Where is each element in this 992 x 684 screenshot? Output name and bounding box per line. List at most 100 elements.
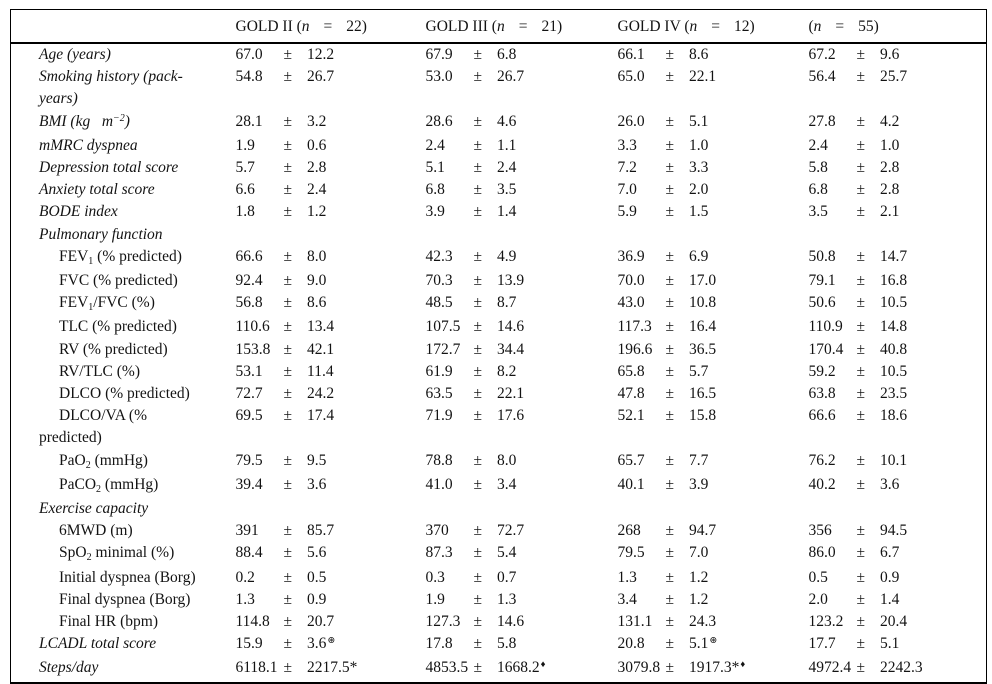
plus-minus-symbol: ± xyxy=(665,136,675,154)
value-cell: 3.3 ±1.0 xyxy=(618,135,809,157)
label-subscript: 2 xyxy=(96,483,102,495)
value-cell: 5.8 ±2.8 xyxy=(809,157,987,179)
value-cell: 1.9 ±1.3 xyxy=(426,589,618,611)
value-cell: 36.9 ±6.9 xyxy=(618,246,809,270)
sd-value: 16.4 xyxy=(689,318,717,336)
mean-value: 391 xyxy=(235,522,259,540)
plus-minus-symbol: ± xyxy=(856,568,866,586)
value-cell: 20.8 ±5.1⊛ xyxy=(618,633,809,657)
value-cell: 54.8 ±26.7 xyxy=(236,66,426,110)
plus-minus-symbol: ± xyxy=(473,544,483,562)
value-cell: 63.8 ±23.5 xyxy=(809,383,987,405)
plus-minus-symbol: ± xyxy=(665,318,675,336)
plus-minus-symbol: ± xyxy=(283,247,293,265)
sd-value: 16.8 xyxy=(880,272,908,290)
plus-minus-symbol: ± xyxy=(665,203,675,221)
mean-value: 6.8 xyxy=(808,181,828,199)
value-cell: 41.0 ±3.4 xyxy=(426,474,618,498)
row-label: Smoking history (pack-years) xyxy=(11,66,236,110)
plus-minus-symbol: ± xyxy=(473,68,483,86)
value-cell xyxy=(809,498,987,520)
label-text: (% predicted) xyxy=(93,247,182,265)
label-text: 6MWD (m) xyxy=(59,522,133,540)
sd-value: 10.8 xyxy=(689,294,717,312)
value-cell: 53.1 ±11.4 xyxy=(236,361,426,383)
mean-value: 0.2 xyxy=(235,568,255,586)
value-cell: 61.9 ±8.2 xyxy=(426,361,618,383)
mean-value: 67.9 xyxy=(425,46,453,63)
sd-value: 23.5 xyxy=(880,385,908,403)
mean-value: 92.4 xyxy=(235,272,263,290)
label-text: Exercise capacity xyxy=(39,500,149,518)
header-n-symbol: n xyxy=(689,18,698,35)
label-text: TLC (% predicted) xyxy=(59,318,177,336)
mean-value: 70.0 xyxy=(617,272,645,290)
sd-value: 0.9 xyxy=(307,590,327,608)
sd-value: 22.1 xyxy=(497,385,525,403)
sd-value: 42.1 xyxy=(307,340,335,358)
row-label: DLCO/VA (% predicted) xyxy=(11,405,236,449)
value-cell: 59.2 ±10.5 xyxy=(809,361,987,383)
mean-value: 88.4 xyxy=(235,544,263,562)
mean-value: 3.4 xyxy=(617,590,637,608)
mean-value: 2.0 xyxy=(808,590,828,608)
plus-minus-symbol: ± xyxy=(473,136,483,154)
plus-minus-symbol: ± xyxy=(283,112,293,130)
value-cell: 47.8 ±16.5 xyxy=(618,383,809,405)
plus-minus-symbol: ± xyxy=(283,136,293,154)
sd-value: 20.7 xyxy=(307,613,335,631)
mean-value: 5.1 xyxy=(425,159,445,177)
label-text: FEV xyxy=(59,247,89,265)
plus-minus-symbol: ± xyxy=(665,385,675,403)
row-label: Final HR (bpm) xyxy=(11,611,236,633)
header-row: GOLD II (n = 22) GOLD III (n = 21) GOLD IV (… xyxy=(10,9,987,44)
value-cell: 3.9 ±1.4 xyxy=(426,201,618,223)
value-cell: 56.8 ±8.6 xyxy=(236,292,426,316)
significance-mark: ⊛ xyxy=(327,636,336,647)
significance-mark: ⊛ xyxy=(709,636,718,647)
sd-value: 6.8 xyxy=(497,46,517,63)
mean-value: 0.3 xyxy=(425,568,445,586)
value-cell: 71.9 ±17.6 xyxy=(426,405,618,449)
value-cell: 1.9 ±0.6 xyxy=(236,135,426,157)
label-text: Anxiety total score xyxy=(39,181,155,199)
value-cell: 110.6 ±13.4 xyxy=(236,316,426,338)
value-cell: 5.1 ±2.4 xyxy=(426,157,618,179)
mean-value: 6.8 xyxy=(425,181,445,199)
sd-value: 16.5 xyxy=(689,385,717,403)
label-text: Age (years) xyxy=(39,46,111,63)
mean-value: 72.7 xyxy=(235,385,263,403)
value-cell: 4853.5 ±1668.2♦ xyxy=(426,657,618,682)
mean-value: 1.8 xyxy=(235,203,255,221)
plus-minus-symbol: ± xyxy=(473,203,483,221)
section-row: Exercise capacity xyxy=(11,498,987,520)
header-group-label: GOLD IV ( xyxy=(617,18,690,35)
mean-value: 87.3 xyxy=(425,544,453,562)
mean-value: 28.1 xyxy=(235,112,263,130)
plus-minus-symbol: ± xyxy=(283,294,293,312)
value-cell xyxy=(426,498,618,520)
table-row: RV (% predicted) 153.8 ±42.1 172.7 ±34.4 196.… xyxy=(11,339,987,361)
table-row: Anxiety total score 6.6 ±2.4 6.8 ±3.5 7.0 ±2.0… xyxy=(11,179,987,201)
value-cell: 127.3 ±14.6 xyxy=(426,611,618,633)
value-cell: 117.3 ±16.4 xyxy=(618,316,809,338)
sd-value: 5.6 xyxy=(307,544,327,562)
mean-value: 17.7 xyxy=(808,635,836,653)
plus-minus-symbol: ± xyxy=(283,590,293,608)
label-subscript: 1 xyxy=(88,302,94,314)
value-cell: 72.7 ±24.2 xyxy=(236,383,426,405)
sd-value: 4.9 xyxy=(497,247,517,265)
row-label: Depression total score xyxy=(11,157,236,179)
sd-value: 0.6 xyxy=(307,136,327,154)
value-cell: 28.6 ±4.6 xyxy=(426,111,618,135)
sd-value: 1.4 xyxy=(880,590,900,608)
plus-minus-symbol: ± xyxy=(283,568,293,586)
plus-minus-symbol: ± xyxy=(283,181,293,199)
sd-value: 2.0 xyxy=(689,181,709,199)
mean-value: 63.8 xyxy=(808,385,836,403)
value-cell: 66.6 ±18.6 xyxy=(809,405,987,449)
sd-value: 5.4 xyxy=(497,544,517,562)
sd-value: 26.7 xyxy=(497,68,525,86)
mean-value: 4972.4 xyxy=(808,659,852,677)
mean-value: 3079.8 xyxy=(617,659,661,677)
